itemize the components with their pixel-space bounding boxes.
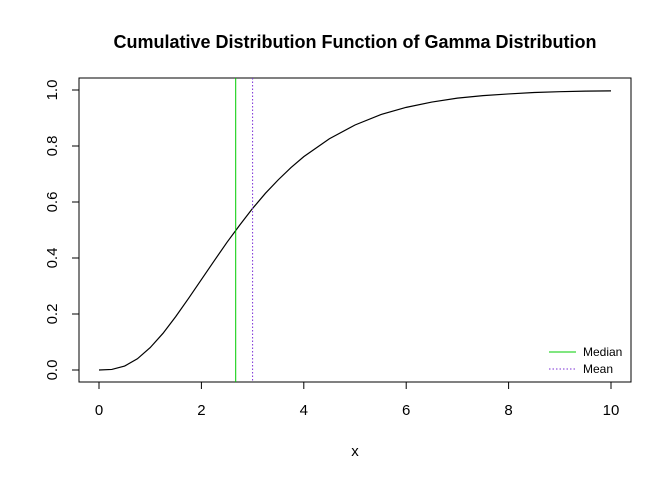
x-axis: 0 2 4 6 8 10	[95, 381, 620, 419]
y-tick-label: 0.4	[44, 248, 61, 269]
x-tick-label: 6	[402, 402, 410, 419]
legend-label-mean: Mean	[583, 362, 613, 376]
plot-area	[98, 78, 612, 382]
y-tick-label: 0.8	[44, 136, 61, 157]
chart-title: Cumulative Distribution Function of Gamm…	[113, 32, 596, 52]
y-axis: 0.0 0.2 0.4 0.6 0.8 1.0	[44, 80, 80, 381]
y-tick-label: 0.2	[44, 304, 61, 325]
x-tick-label: 0	[95, 402, 103, 419]
x-tick-label: 10	[603, 402, 620, 419]
legend-label-median: Median	[583, 345, 622, 359]
y-tick-label: 0.0	[44, 360, 61, 381]
x-axis-title: x	[351, 443, 359, 460]
x-tick-label: 4	[300, 402, 308, 419]
y-tick-label: 0.6	[44, 192, 61, 213]
plot-frame	[78, 77, 632, 383]
legend: Median Mean	[549, 345, 622, 376]
x-tick-label: 2	[197, 402, 205, 419]
x-tick-label: 8	[504, 402, 512, 419]
cdf-line	[98, 90, 612, 371]
y-tick-label: 1.0	[44, 80, 61, 101]
